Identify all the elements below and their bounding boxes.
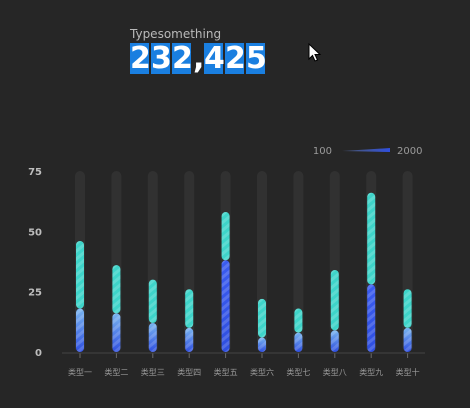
x-axis: 类型一 类型二 类型三 类型四 类型五 类型六 类型七 类型八 类型九 类型十	[62, 352, 425, 377]
counter-digit: 5	[246, 41, 267, 76]
bar-upper-hatch	[367, 192, 376, 285]
bar-upper-hatch	[294, 308, 303, 333]
visual-map-legend: 100 2000	[313, 146, 423, 157]
counter-separator: ,	[193, 41, 205, 76]
bar-lower-hatch	[258, 337, 266, 352]
x-tick-label: 类型八	[323, 367, 347, 377]
bar-upper-hatch	[148, 279, 157, 324]
bar-track	[293, 171, 304, 352]
bar-lower-hatch	[185, 327, 194, 352]
counter-digit: 2	[172, 41, 193, 76]
bar-upper-hatch	[76, 240, 84, 309]
visual-map-min-label: 100	[313, 146, 332, 157]
bar-lower-hatch	[330, 330, 339, 352]
bar-lower-hatch	[221, 260, 230, 352]
bar-upper-hatch	[330, 269, 339, 331]
bar-upper-hatch	[403, 289, 412, 328]
counter-digit: 2	[225, 41, 246, 76]
y-tick-label: 0	[35, 348, 42, 359]
bar-lower-hatch	[148, 323, 157, 352]
bar-lower-hatch	[403, 327, 412, 352]
x-tick-label: 类型六	[250, 367, 274, 377]
y-tick-label: 75	[28, 167, 42, 178]
counter-digit: 3	[151, 41, 172, 76]
visual-map-bar	[342, 148, 390, 152]
y-tick-label: 25	[28, 288, 42, 299]
x-tick-label: 类型二	[104, 367, 128, 377]
bar-upper-hatch	[258, 298, 266, 338]
bar-upper-hatch	[185, 289, 194, 328]
x-tick-label: 类型五	[214, 367, 238, 377]
counter-digit: 2	[130, 41, 151, 76]
x-tick-label: 类型十	[396, 367, 420, 377]
bar-lower-hatch	[76, 308, 84, 352]
x-tick-label: 类型四	[177, 367, 201, 377]
x-tick-label: 类型一	[68, 367, 92, 377]
counter-label: Typesomething	[130, 27, 222, 41]
bar-lower-hatch	[367, 284, 376, 352]
bars	[75, 171, 413, 352]
mouse-pointer-icon	[308, 43, 322, 62]
counter-digit: 4	[204, 41, 225, 76]
bar-upper-hatch	[112, 265, 121, 314]
bar-lower-hatch	[294, 332, 303, 352]
x-tick-label: 类型七	[286, 367, 310, 377]
bar-lower-hatch	[112, 313, 121, 352]
x-tick-label: 类型三	[141, 367, 165, 377]
visual-map-max-label: 2000	[397, 146, 422, 157]
bar-upper-hatch	[221, 212, 230, 261]
x-tick-label: 类型九	[359, 367, 383, 377]
y-axis: 0 25 50 75	[28, 167, 42, 359]
y-tick-label: 50	[28, 227, 42, 238]
